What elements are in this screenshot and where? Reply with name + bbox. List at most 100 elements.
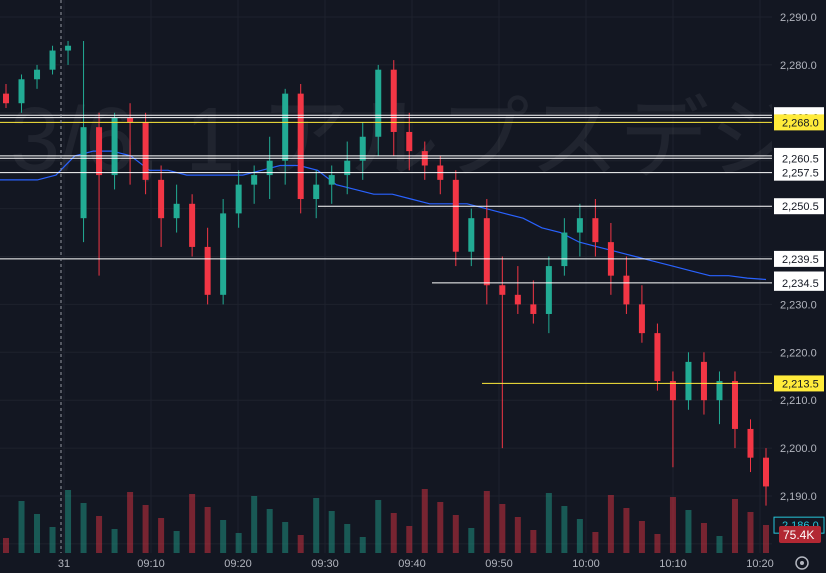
candle-body (390, 69, 397, 132)
price-axis[interactable]: 2,269.52,269.02,268.02,261.02,260.52,257… (773, 12, 825, 543)
candle-body (483, 218, 490, 286)
candle-body (204, 246, 211, 295)
volume-bar (96, 516, 103, 553)
volume-bar (669, 497, 676, 553)
x-tick-label: 10:10 (659, 558, 687, 570)
y-tick-label: 2,280.0 (780, 60, 817, 72)
y-tick-label: 2,230.0 (780, 299, 817, 311)
volume-bar (685, 510, 692, 553)
candle (220, 199, 227, 305)
candle-body (763, 457, 769, 487)
price-label-box (774, 375, 824, 392)
candle (592, 199, 599, 257)
volume-bar (452, 515, 459, 553)
candle-body (468, 218, 475, 252)
candle (545, 256, 552, 334)
candle-body (592, 218, 599, 243)
candle (344, 141, 351, 195)
volume-bar (700, 523, 707, 553)
price-label-text: 2,239.5 (782, 254, 819, 266)
price-label: 2,257.5 (774, 164, 824, 181)
candle-body (375, 69, 382, 137)
volume-bar (282, 522, 289, 553)
volume-bar (592, 532, 599, 553)
volume-bar (437, 502, 444, 553)
candle (452, 170, 459, 267)
volume-bar (204, 507, 211, 553)
candle-body (3, 93, 9, 104)
candle-body (685, 361, 692, 401)
x-tick-label: 31 (58, 558, 70, 570)
price-label-text: 2,213.5 (782, 378, 819, 390)
candle (716, 371, 723, 425)
x-tick-label: 10:00 (572, 558, 600, 570)
price-lines (0, 114, 772, 384)
price-label-text: 2,268.0 (782, 117, 819, 129)
volume-bar (514, 517, 521, 553)
candle (499, 256, 506, 449)
candle-body (158, 179, 165, 219)
volume-label-box (779, 526, 821, 543)
price-label: 2,234.5 (774, 274, 824, 291)
volume-bar (266, 509, 273, 553)
volume-bar (220, 520, 227, 553)
candle (685, 352, 692, 410)
candle-body (297, 93, 304, 200)
volume-bar (344, 524, 351, 553)
candle-body (623, 275, 630, 305)
candle (638, 285, 645, 343)
volume-bar (359, 537, 366, 553)
price-label: 2,239.5 (774, 250, 824, 267)
candle (390, 60, 397, 156)
price-label-text: 2,260.5 (782, 153, 819, 165)
time-axis[interactable]: 31 09:10 09:20 09:30 09:40 09:50 10:00 10:10 10:… (58, 558, 774, 570)
volume-bar (313, 498, 320, 553)
candle-body (716, 381, 723, 401)
price-label: 2,260.5 (774, 150, 824, 167)
volume-bar (468, 528, 475, 553)
candle-body (34, 69, 41, 80)
y-tick-label: 2,220.0 (780, 347, 817, 359)
volume-bar (638, 521, 645, 553)
volume-bar (421, 489, 428, 553)
candle-body (530, 304, 537, 314)
volume-bar (406, 526, 413, 553)
price-label: 2,268.0 (774, 114, 824, 131)
x-tick-label: 10:20 (746, 558, 774, 570)
price-label-box (774, 250, 824, 267)
candle (65, 40, 72, 65)
candle (669, 371, 676, 468)
volume-bar (545, 493, 552, 553)
candle-body (111, 117, 118, 176)
volume-bar (235, 533, 242, 553)
price-label-box (774, 150, 824, 167)
volume-bar (18, 501, 25, 553)
candle-body (251, 175, 258, 185)
candle-body (220, 213, 227, 295)
candle (204, 227, 211, 305)
candle-body (96, 127, 103, 176)
y-tick-label: 2,210.0 (780, 395, 817, 407)
candle-body (313, 184, 320, 200)
volume-bar (576, 519, 583, 553)
candle-body (189, 203, 196, 247)
candle (297, 84, 304, 214)
x-tick-label: 09:50 (485, 558, 513, 570)
x-tick-label: 09:10 (137, 558, 165, 570)
settings-gear-icon[interactable] (795, 556, 809, 570)
candle (514, 266, 521, 314)
volume-bar (716, 536, 723, 553)
candle (313, 170, 320, 219)
vwap-line (0, 150, 767, 281)
volume-bar (111, 529, 118, 553)
candle-body (561, 232, 568, 267)
candle-body (359, 136, 366, 161)
candle (654, 323, 661, 391)
candle (623, 256, 630, 314)
candle (96, 112, 103, 276)
candle (235, 170, 242, 228)
candle (561, 218, 568, 276)
price-label-box (774, 274, 824, 291)
